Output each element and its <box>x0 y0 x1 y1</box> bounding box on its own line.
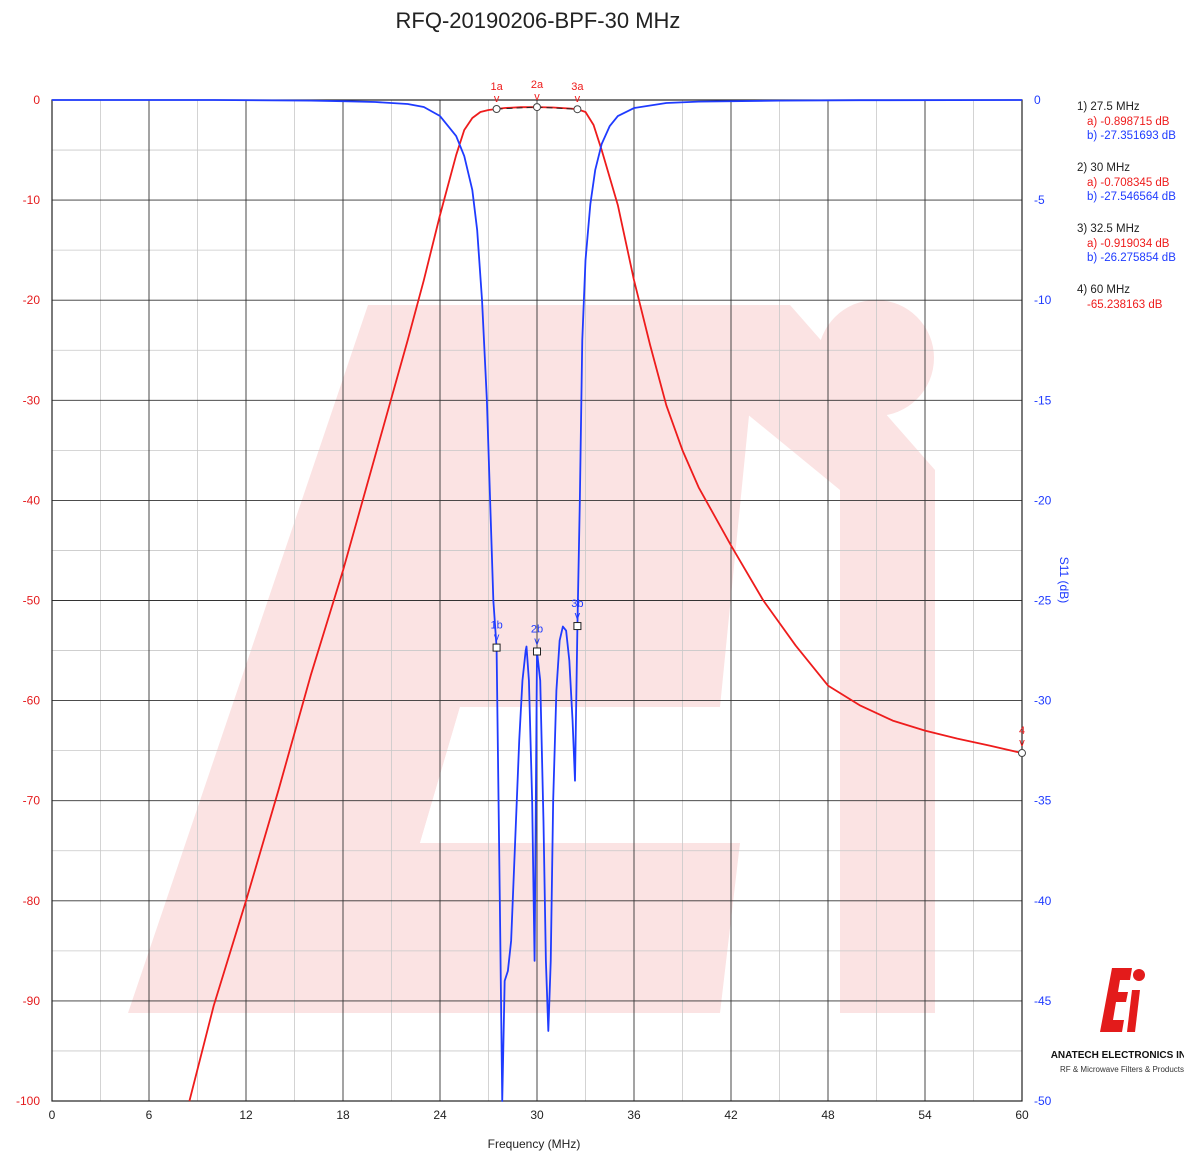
legend-entry-s11: b) -27.351693 dB <box>1087 130 1176 142</box>
x-tick-label: 30 <box>530 1108 544 1122</box>
marker-label: 1b <box>490 620 502 632</box>
y-axis-right-label: S11 (dB) <box>1057 557 1071 603</box>
marker-caret: v <box>494 632 500 644</box>
x-tick-label: 12 <box>239 1108 253 1122</box>
marker-caret: v <box>534 91 540 103</box>
logo-mark <box>1100 968 1132 1032</box>
y-right-tick-label: -30 <box>1034 694 1052 708</box>
marker-point <box>573 105 582 114</box>
x-tick-label: 6 <box>146 1108 153 1122</box>
x-tick-label: 48 <box>821 1108 835 1122</box>
y-right-tick-label: 0 <box>1034 93 1041 107</box>
legend-entry-s11: b) -26.275854 dB <box>1087 252 1176 264</box>
marker-point <box>533 103 541 112</box>
y-left-tick-label: -20 <box>23 293 41 307</box>
marker-label: 4 <box>1019 725 1025 737</box>
logo-tagline: RF & Microwave Filters & Products <box>1060 1065 1184 1074</box>
marker-label: 2a <box>531 79 544 91</box>
marker-point <box>573 622 582 631</box>
marker-point <box>533 647 541 656</box>
legend-entry-frequency: 4) 60 MHz <box>1077 284 1130 296</box>
y-right-tick-label: -50 <box>1034 1094 1052 1108</box>
legend-entry-s21: a) -0.919034 dB <box>1087 238 1170 250</box>
chart-title: RFQ-20190206-BPF-30 MHz <box>396 8 681 33</box>
y-right-tick-label: -35 <box>1034 794 1052 808</box>
logo-company-name: ANATECH ELECTRONICS INC <box>1051 1050 1184 1061</box>
marker-point <box>492 104 501 113</box>
marker-point <box>1018 749 1026 758</box>
marker-label: 2b <box>531 623 543 635</box>
y-left-tick-label: -70 <box>23 794 41 808</box>
x-tick-label: 42 <box>724 1108 738 1122</box>
y-left-tick-label: -80 <box>23 894 41 908</box>
watermark-logo <box>128 300 935 1013</box>
y-left-tick-label: -50 <box>23 594 41 608</box>
x-axis-ticks: 0 6 12 18 24 30 36 42 48 54 60 <box>49 1108 1029 1122</box>
marker-caret: v <box>534 635 540 647</box>
y-right-tick-label: -10 <box>1034 293 1052 307</box>
y-left-tick-label: 0 <box>33 93 40 107</box>
x-tick-label: 36 <box>627 1108 641 1122</box>
y-axis-right-ticks: 0 -5 -10 -15 -20 -25 -30 -35 -40 -45 -50 <box>1034 93 1052 1108</box>
legend-entry-s21: -65.238163 dB <box>1087 299 1163 311</box>
y-right-tick-label: -45 <box>1034 994 1052 1008</box>
marker-caret: v <box>575 610 581 622</box>
y-right-tick-label: -20 <box>1034 493 1052 507</box>
marker-caret: v <box>1019 737 1025 749</box>
x-tick-label: 0 <box>49 1108 56 1122</box>
y-right-tick-label: -25 <box>1034 594 1052 608</box>
marker-caret: v <box>494 93 500 105</box>
y-axis-left-ticks: 0 -10 -20 -30 -40 -50 -60 -70 -80 -90 -100 <box>16 93 40 1108</box>
legend-entry-frequency: 1) 27.5 MHz <box>1077 101 1140 113</box>
y-right-tick-label: -5 <box>1034 193 1045 207</box>
y-left-tick-label: -30 <box>23 393 41 407</box>
legend: 1) 27.5 MHz a) -0.898715 dB b) -27.351693 … <box>1077 101 1176 311</box>
y-left-tick-label: -90 <box>23 994 41 1008</box>
marker-label: 3a <box>571 81 584 93</box>
marker-label: 3b <box>571 598 583 610</box>
y-left-tick-label: -40 <box>23 493 41 507</box>
legend-entry-s21: a) -0.898715 dB <box>1087 116 1170 128</box>
legend-entry-s21: a) -0.708345 dB <box>1087 177 1170 189</box>
y-left-tick-label: -60 <box>23 694 41 708</box>
x-tick-label: 54 <box>918 1108 932 1122</box>
marker-label: 1a <box>490 81 503 93</box>
x-tick-label: 60 <box>1015 1108 1029 1122</box>
legend-entry-s11: b) -27.546564 dB <box>1087 191 1176 203</box>
watermark-logo-cut <box>420 707 740 843</box>
marker-caret: v <box>575 93 581 105</box>
y-right-tick-label: -15 <box>1034 393 1052 407</box>
x-tick-label: 18 <box>336 1108 350 1122</box>
y-right-tick-label: -40 <box>1034 894 1052 908</box>
legend-entry-frequency: 3) 32.5 MHz <box>1077 223 1140 235</box>
y-left-tick-label: -100 <box>16 1094 40 1108</box>
series-line-s11 <box>52 99 1023 1102</box>
plot-frame <box>51 99 1023 1102</box>
y-left-tick-label: -10 <box>23 193 41 207</box>
x-tick-label: 24 <box>433 1108 447 1122</box>
marker-point <box>492 643 501 652</box>
x-axis-label: Frequency (MHz) <box>488 1137 581 1151</box>
legend-entry-frequency: 2) 30 MHz <box>1077 162 1130 174</box>
company-logo: ANATECH ELECTRONICS INC RF & Microwave F… <box>1051 968 1184 1074</box>
